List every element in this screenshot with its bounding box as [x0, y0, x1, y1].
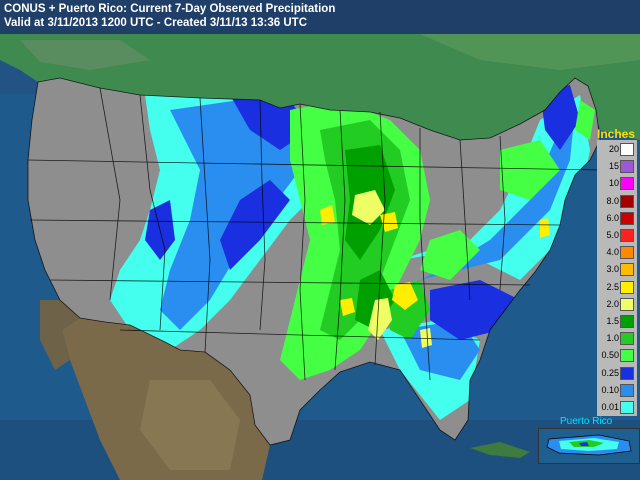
legend-item: 15 [597, 160, 640, 174]
legend-item-label: 0.25 [601, 367, 619, 378]
legend-item-swatch [620, 383, 634, 397]
map-title-line-1: CONUS + Puerto Rico: Current 7-Day Obser… [4, 3, 336, 15]
legend-item-swatch [620, 177, 634, 191]
precipitation-map [0, 34, 640, 480]
legend-item-label: 15 [608, 161, 619, 172]
legend-item-swatch [620, 160, 634, 174]
legend-item: 0.10 [597, 383, 640, 397]
legend-item-label: 0.50 [601, 350, 619, 361]
legend-item-swatch [620, 366, 634, 380]
legend-item-label: 0.10 [601, 384, 619, 395]
legend-item-swatch [620, 332, 634, 346]
map-title-line-2: Valid at 3/11/2013 1200 UTC - Created 3/… [4, 17, 308, 29]
legend-item-label: 10 [608, 178, 619, 189]
legend-item: 1.0 [597, 332, 640, 346]
legend-item: 0.50 [597, 349, 640, 363]
legend-item: 0.01 [597, 401, 640, 414]
legend-item: 6.0 [597, 211, 640, 225]
legend-item-label: 20 [608, 144, 619, 154]
legend-item: 5.0 [597, 229, 640, 242]
legend-item-label: 3.0 [606, 264, 619, 275]
legend-item-swatch [620, 211, 634, 225]
puerto-rico-inset: Puerto Rico [536, 416, 640, 464]
legend-item: 2.0 [597, 297, 640, 311]
legend-item-swatch [620, 229, 634, 242]
legend-item-label: 2.5 [606, 281, 619, 292]
legend-item: 1.5 [597, 315, 640, 328]
legend-item-label: 1.5 [606, 316, 619, 326]
legend-item-swatch [620, 194, 634, 208]
legend-item-label: 1.0 [606, 333, 619, 344]
legend-item: 10 [597, 177, 640, 191]
legend-item-label: 0.01 [601, 402, 619, 412]
legend-item-label: 4.0 [606, 247, 619, 258]
state-borders [27, 77, 601, 446]
legend-item: 2.5 [597, 280, 640, 294]
precip-overlay [110, 85, 595, 420]
legend-item-label: 5.0 [606, 230, 619, 240]
puerto-rico-label: Puerto Rico [560, 416, 613, 427]
legend-item: 0.25 [597, 366, 640, 380]
precipitation-legend: Inches 20 15 10 8.0 6.0 5.0 4.0 3.0 2.5 2.0 1.5 1.0… [597, 126, 640, 416]
legend-item-label: 6.0 [606, 212, 619, 223]
legend-item: 3.0 [597, 263, 640, 277]
legend-item-swatch [620, 246, 634, 260]
legend-item-swatch [620, 349, 634, 363]
legend-item: 8.0 [597, 194, 640, 208]
legend-item-swatch [620, 280, 634, 294]
legend-item-swatch [620, 143, 634, 156]
map-title: CONUS + Puerto Rico: Current 7-Day Obser… [0, 0, 640, 34]
legend-item-swatch [620, 401, 634, 414]
canada-land [0, 34, 640, 140]
puerto-rico-map [538, 428, 640, 464]
legend-item-swatch [620, 297, 634, 311]
legend-title: Inches [597, 127, 636, 141]
legend-item-swatch [620, 315, 634, 328]
legend-item-label: 8.0 [606, 195, 619, 206]
legend-item: 4.0 [597, 246, 640, 260]
legend-item: 20 [597, 143, 640, 156]
legend-item-label: 2.0 [606, 298, 619, 309]
legend-item-swatch [620, 263, 634, 277]
